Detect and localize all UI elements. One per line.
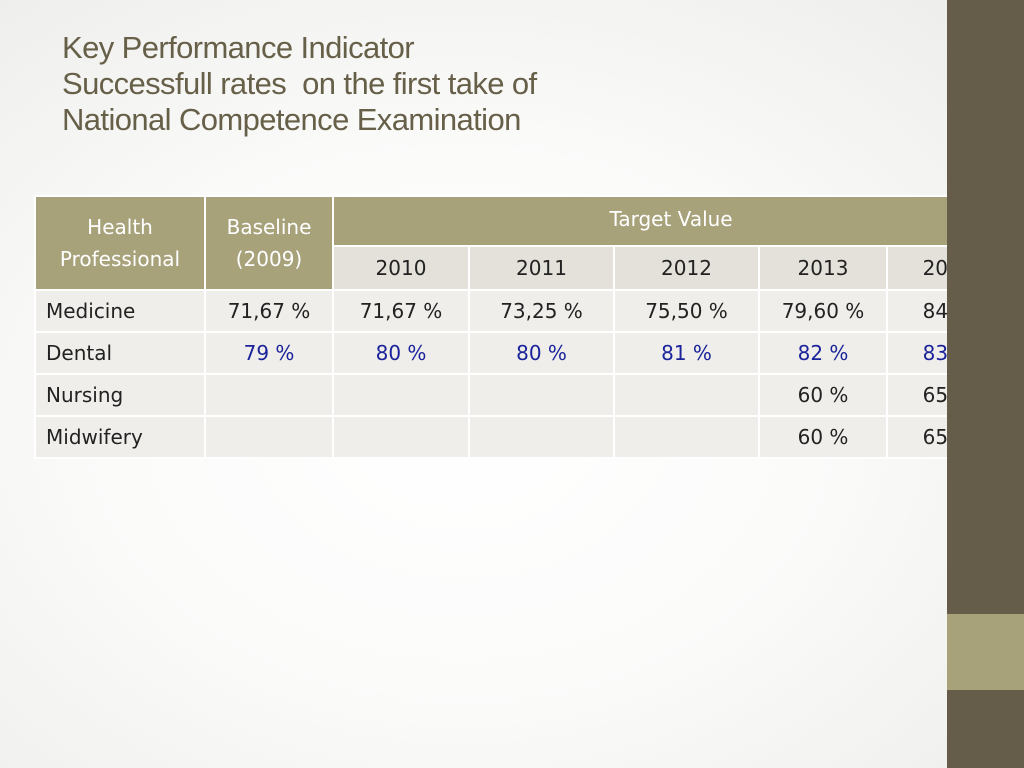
- baseline-cell: [204, 415, 334, 459]
- row-name: Dental: [34, 331, 206, 375]
- target-cell: [332, 415, 470, 459]
- row-name: Nursing: [34, 373, 206, 417]
- target-cell: 73,25 %: [468, 289, 615, 333]
- table-row-nursing: Nursing 60 % 65 %: [34, 373, 1011, 417]
- header-year: 2011: [468, 245, 615, 291]
- target-cell: [468, 373, 615, 417]
- target-cell: [332, 373, 470, 417]
- target-cell: [613, 415, 760, 459]
- table-header-row: Health Professional Baseline (2009) Targ…: [34, 195, 1011, 291]
- target-cell: 82 %: [758, 331, 888, 375]
- row-name: Midwifery: [34, 415, 206, 459]
- target-cell: 79,60 %: [758, 289, 888, 333]
- target-cell: 71,67 %: [332, 289, 470, 333]
- header-target-value: Target Value: [331, 195, 1011, 247]
- target-cell: 80 %: [332, 331, 470, 375]
- target-cell: 60 %: [758, 373, 888, 417]
- baseline-cell: 71,67 %: [204, 289, 334, 333]
- slide-title-line-2: Successfull rates on the first take of: [62, 66, 537, 101]
- baseline-cell: [204, 373, 334, 417]
- row-name: Medicine: [34, 289, 206, 333]
- table-row-midwifery: Midwifery 60 % 65 %: [34, 415, 1011, 459]
- slide-title-line-1: Key Performance Indicator: [62, 30, 415, 65]
- slide-title: Key Performance Indicator Successfull ra…: [62, 30, 862, 138]
- table-row-dental: Dental 79 % 80 % 80 % 81 % 82 % 83 %: [34, 331, 1011, 375]
- decorative-side-accent: [947, 614, 1024, 690]
- target-cell: 81 %: [613, 331, 760, 375]
- header-year: 2013: [758, 245, 888, 291]
- table-row-medicine: Medicine 71,67 % 71,67 % 73,25 % 75,50 %…: [34, 289, 1011, 333]
- target-cell: [468, 415, 615, 459]
- header-health-professional: Health Professional: [34, 195, 206, 291]
- target-cell: [613, 373, 760, 417]
- header-year: 2012: [613, 245, 760, 291]
- slide-title-line-3: National Competence Examination: [62, 102, 521, 137]
- header-year: 2010: [332, 245, 470, 291]
- kpi-table: Health Professional Baseline (2009) Targ…: [34, 195, 1011, 459]
- target-cell: 80 %: [468, 331, 615, 375]
- target-cell: 60 %: [758, 415, 888, 459]
- baseline-cell: 79 %: [204, 331, 334, 375]
- header-baseline: Baseline (2009): [204, 195, 334, 291]
- target-cell: 75,50 %: [613, 289, 760, 333]
